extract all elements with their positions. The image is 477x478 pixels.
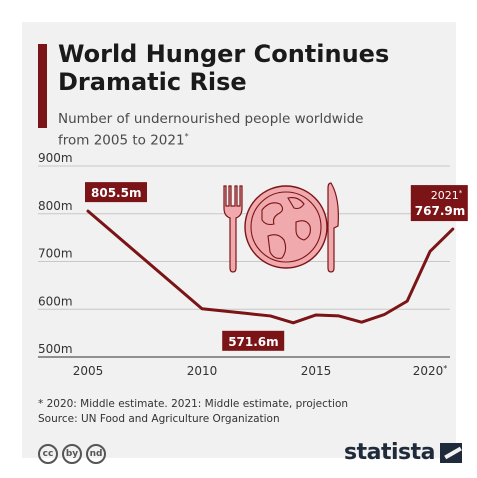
annotation-label: 571.6m [228,335,278,349]
source-line: Source: UN Food and Agriculture Organiza… [38,413,280,425]
statista-mark-icon [439,442,462,463]
nd-icon-label: nd [89,449,103,459]
brand-name: statista [344,440,435,465]
x-tick-label: 2015 [301,364,332,378]
cc-license-icon[interactable]: cc [38,444,58,464]
annotation-box [410,185,468,222]
y-tick-label: 900m [38,151,73,165]
grid-lines [38,165,450,358]
x-tick-label: 2020* [413,364,448,378]
y-tick-label: 800m [38,199,73,213]
statista-logo[interactable]: statista [344,440,462,465]
title-accent-bar [38,44,47,128]
footnote: * 2020: Middle estimate. 2021: Middle es… [38,398,349,410]
attribution-icon[interactable]: by [62,444,82,464]
by-icon-label: by [65,449,79,459]
annotation-label: 805.5m [91,186,141,200]
cc-icon-label: cc [42,449,54,459]
fork-icon [223,185,243,273]
infographic-panel [22,22,456,458]
x-tick-label: 2010 [187,364,218,378]
annotation-label: 767.9m [415,204,465,218]
subtitle-footnote-mark: * [184,132,189,141]
chart-subtitle: Number of undernourished people worldwid… [58,111,438,150]
x-axis: 2005 2010 2015 2020* [73,364,448,378]
y-tick-label: 600m [38,294,73,308]
y-axis: 500m 600m 700m 800m 900m [38,151,73,356]
y-tick-label: 500m [38,342,73,356]
knife-icon [327,182,339,273]
no-derivatives-icon[interactable]: nd [86,444,106,464]
annotation-box [85,182,147,203]
plate-fork-knife-icon [223,182,339,273]
title-line-2: Dramatic Rise [58,68,247,96]
subtitle-line-2: from 2005 to 2021 [58,132,185,149]
y-tick-label: 700m [38,247,73,261]
title-line-1: World Hunger Continues [58,40,390,68]
x-tick-label: 2005 [73,364,104,378]
annotation-footnote-mark: * [459,189,463,197]
annotation-box [222,330,285,351]
subtitle-line-1: Number of undernourished people worldwid… [58,111,364,127]
annotation-label: 2021* [431,189,463,202]
plate-icon [244,185,328,269]
series-line [86,209,455,325]
annotations: 805.5m 571.6m 2021* 767.9m [85,182,468,351]
x-tick-mark: * [443,364,447,373]
chart-title: World Hunger Continues Dramatic Rise [58,40,438,96]
